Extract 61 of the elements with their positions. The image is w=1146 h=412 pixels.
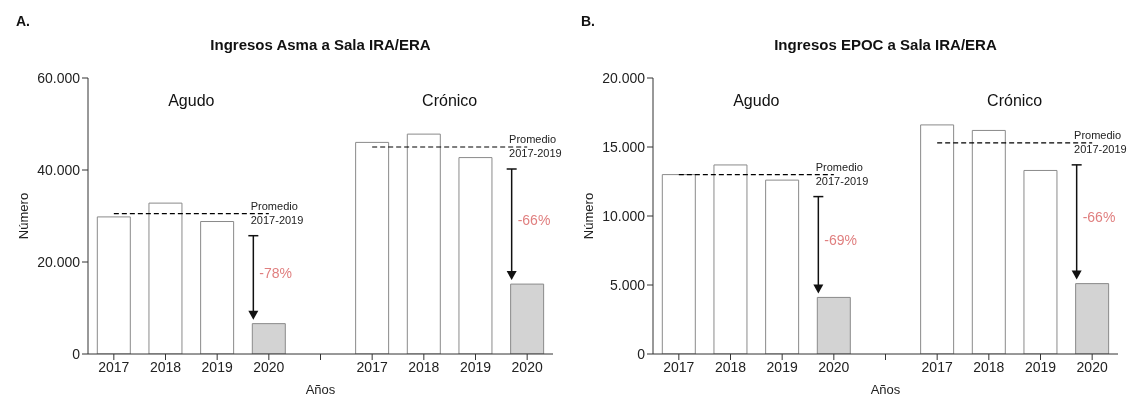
- bar: [200, 221, 235, 354]
- bar: [765, 179, 800, 354]
- y-tick-label: 0: [72, 345, 81, 362]
- x-tick-label: 2017: [98, 358, 130, 375]
- annotation: Promedio 2017-2019: [250, 199, 304, 226]
- y-tick-label: 0: [637, 345, 646, 362]
- x-tick-label: 2019: [459, 358, 492, 375]
- y-axis-title: Número: [15, 192, 31, 240]
- chart-title: Ingresos Asma a Sala IRA/ERA: [210, 36, 431, 53]
- bar: [1075, 283, 1110, 354]
- x-axis-title: Años: [870, 382, 901, 397]
- bar: [406, 133, 441, 354]
- x-tick-label: 2017: [356, 358, 388, 375]
- x-tick-label: 2020: [1076, 358, 1108, 375]
- annotation: Crónico: [422, 92, 478, 109]
- x-tick-label: 2020: [253, 358, 285, 375]
- x-tick-label: 2020: [511, 358, 543, 375]
- annotation: Promedio 2017-2019: [815, 160, 869, 187]
- annotation: -66%: [517, 211, 551, 228]
- bar: [1023, 169, 1058, 354]
- bar: [96, 216, 131, 354]
- bar: [148, 202, 183, 354]
- bar: [816, 296, 851, 354]
- annotation: -66%: [1082, 209, 1116, 226]
- x-tick-label: 2017: [921, 358, 953, 375]
- y-tick-label: 10.000: [602, 207, 646, 224]
- bar: [713, 164, 748, 354]
- bar: [355, 141, 390, 354]
- chart-title: Ingresos EPOC a Sala IRA/ERA: [774, 36, 997, 53]
- annotation: Agudo: [168, 92, 215, 109]
- y-tick-label: 40.000: [37, 161, 81, 178]
- x-tick-label: 2019: [1024, 358, 1057, 375]
- x-tick-label: 2018: [973, 358, 1005, 375]
- y-tick-label: 5.000: [609, 276, 646, 293]
- annotation: Promedio 2017-2019: [509, 133, 562, 159]
- text: B.: [581, 13, 595, 29]
- annotation: Promedio 2017-2019: [1074, 128, 1127, 155]
- bar: [920, 124, 955, 354]
- x-tick-label: 2017: [663, 358, 695, 375]
- bar: [510, 283, 545, 354]
- y-tick-label: 15.000: [602, 138, 646, 155]
- y-tick-label: 20.000: [602, 69, 646, 86]
- annotation: Crónico: [987, 92, 1043, 109]
- x-tick-label: 2018: [408, 358, 440, 375]
- y-tick-label: 20.000: [37, 253, 81, 270]
- text: A.: [16, 13, 30, 29]
- x-tick-label: 2019: [766, 358, 798, 375]
- x-tick-label: 2018: [149, 358, 182, 375]
- bar: [971, 129, 1006, 354]
- annotation: -78%: [259, 264, 293, 281]
- x-tick-label: 2019: [201, 358, 233, 375]
- x-tick-label: 2020: [818, 358, 850, 375]
- x-axis-title: Años: [305, 382, 336, 397]
- y-tick-label: 60.000: [37, 69, 81, 86]
- bar: [251, 323, 286, 354]
- bar: [458, 157, 493, 354]
- annotation: -69%: [824, 232, 858, 249]
- bar: [661, 174, 696, 354]
- y-axis-title: Número: [580, 192, 596, 240]
- x-tick-label: 2018: [714, 358, 747, 375]
- annotation: Agudo: [733, 92, 780, 109]
